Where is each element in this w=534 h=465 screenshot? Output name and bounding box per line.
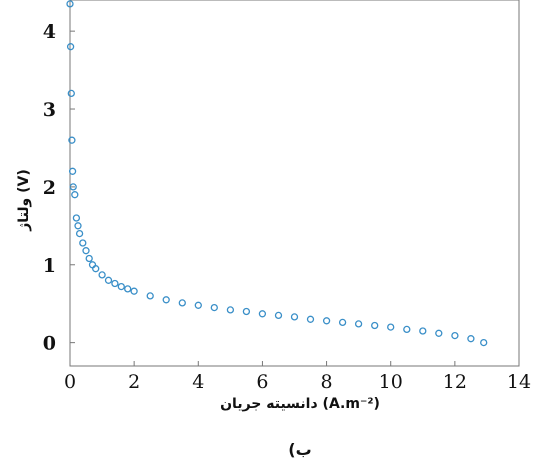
data-point [66, 43, 75, 51]
x-tick-label: 14 [507, 371, 531, 393]
data-point [451, 331, 459, 340]
data-point [79, 239, 87, 247]
x-tick-label: 12 [443, 371, 467, 393]
x-tick-label: 10 [379, 371, 403, 393]
x-axis-ticks: 0 2 4 6 8 10 12 14 [64, 361, 531, 393]
data-point [92, 265, 100, 273]
x-tick-label: 0 [64, 371, 76, 393]
data-point [98, 271, 106, 279]
data-point [111, 279, 119, 288]
plot-frame [69, 0, 520, 367]
data-point [66, 0, 74, 8]
data-point [75, 229, 84, 238]
data-point [72, 214, 81, 222]
scatter-points [66, 0, 488, 347]
y-tick-label: 1 [43, 255, 56, 277]
x-tick-label: 8 [321, 371, 333, 393]
y-axis-ticks: 0 1 2 3 4 [43, 21, 75, 355]
data-point [146, 292, 154, 300]
data-point [130, 287, 138, 295]
data-point [74, 222, 82, 230]
data-point [306, 315, 315, 323]
data-point [104, 276, 113, 284]
y-tick-label: 3 [43, 99, 56, 121]
data-point [194, 301, 202, 309]
x-axis-label: (A.m⁻²) دانسیته جریان [220, 396, 380, 412]
data-point [435, 329, 443, 337]
data-point [322, 317, 331, 325]
data-point [226, 306, 235, 314]
data-point [480, 338, 488, 347]
y-tick-label: 4 [43, 21, 56, 43]
data-point [419, 327, 427, 335]
data-point [387, 323, 395, 331]
data-point [67, 89, 75, 98]
data-point [88, 261, 97, 269]
x-tick-label: 4 [192, 371, 204, 393]
data-point [338, 318, 347, 327]
data-point [274, 311, 283, 320]
y-tick-label: 2 [43, 177, 56, 199]
data-point [162, 296, 170, 304]
data-point [371, 321, 379, 330]
data-point [71, 191, 79, 199]
data-point [117, 282, 125, 291]
data-point [242, 307, 251, 316]
data-point [467, 335, 475, 343]
y-tick-label: 0 [43, 333, 56, 355]
data-point [290, 313, 299, 321]
figure-label: ب) [288, 440, 311, 459]
data-point [403, 325, 411, 334]
x-tick-label: 2 [128, 371, 140, 393]
data-point [68, 136, 76, 144]
y-axis-label: (V) ولتاژ [16, 169, 32, 232]
data-point [85, 254, 93, 263]
data-point [258, 310, 267, 318]
data-point [210, 303, 218, 312]
data-point [354, 320, 363, 328]
data-point [68, 167, 77, 175]
data-point [124, 285, 132, 293]
data-point [178, 299, 186, 307]
x-tick-label: 6 [256, 371, 268, 393]
data-point [82, 247, 90, 255]
